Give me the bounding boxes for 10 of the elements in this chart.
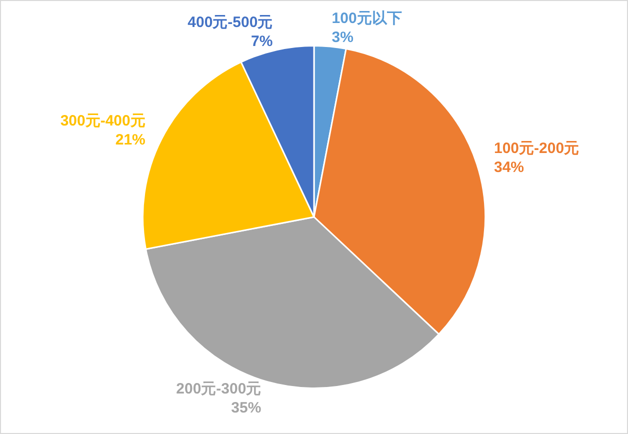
slice-label: 100元以下 <box>332 10 402 28</box>
data-label: 3% <box>332 29 354 46</box>
slice-label: 200元-300元 <box>176 380 262 398</box>
slice-label: 300元-400元 <box>60 112 146 130</box>
slice-label: 100元-200元 <box>494 140 580 158</box>
slice-label: 400元-500元 <box>188 14 273 31</box>
data-label: 34% <box>494 159 524 176</box>
data-label: 35% <box>231 399 262 416</box>
data-label: 21% <box>115 132 146 149</box>
data-label: 7% <box>251 32 273 50</box>
